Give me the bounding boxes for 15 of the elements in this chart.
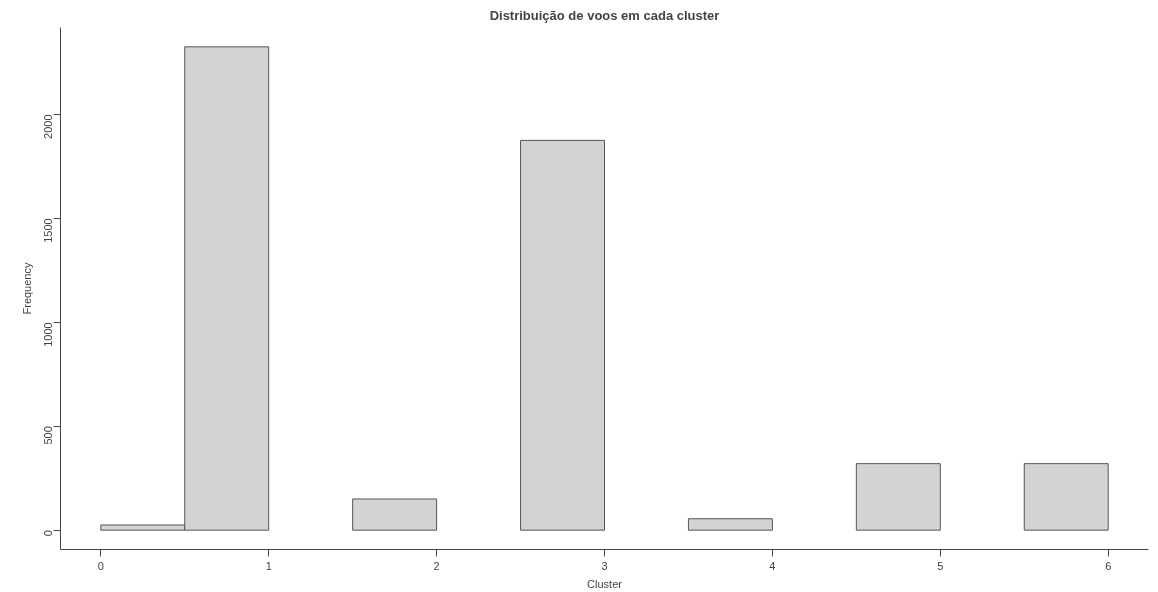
y-tick-label: 1000 [42, 322, 55, 347]
x-tick-label: 2 [433, 559, 440, 572]
x-tick-label: 5 [937, 559, 944, 572]
y-tick-label: 1500 [42, 218, 55, 243]
chart-title: Distribuição de voos em cada cluster [489, 7, 720, 23]
x-tick-label: 1 [265, 559, 272, 572]
y-tick-label: 500 [42, 426, 55, 445]
y-tick-label: 0 [42, 530, 55, 537]
x-tick-label: 0 [97, 559, 104, 572]
x-axis-title: Cluster [587, 577, 623, 590]
x-tick-label: 3 [601, 559, 608, 572]
y-tick-label: 2000 [42, 114, 55, 139]
x-tick-label: 6 [1105, 559, 1112, 572]
y-axis-title: Frequency [20, 262, 33, 315]
x-tick-label: 4 [769, 559, 776, 572]
